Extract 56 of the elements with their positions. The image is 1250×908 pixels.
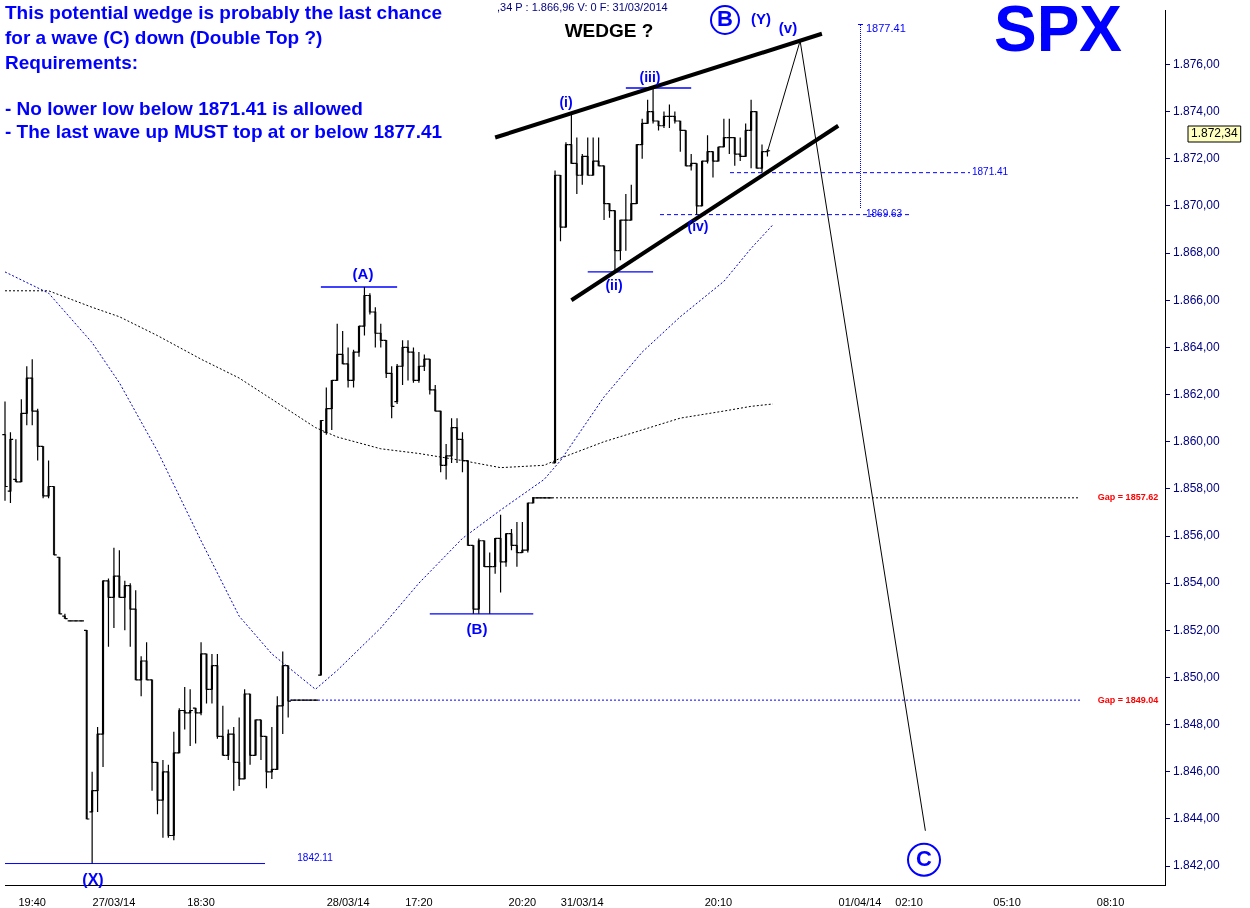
y-tick-label: 1.844,00	[1173, 811, 1221, 826]
y-tick-label: 1.842,00	[1173, 858, 1221, 873]
ref-line-label: 1871.41	[972, 166, 1009, 178]
annotation: for a wave (C) down (Double Top ?)	[5, 27, 323, 49]
ref-line-label: 1869.63	[866, 208, 903, 220]
x-tick-label: 27/03/14	[92, 895, 136, 908]
x-tick-label: 05:10	[993, 895, 1021, 908]
ref-line-label: Gap = 1849.04	[1097, 694, 1159, 705]
annotation: (Y)	[751, 10, 771, 28]
y-tick-label: 1.870,00	[1173, 198, 1221, 213]
annotation: (ii)	[605, 276, 623, 293]
y-tick-label: 1.858,00	[1173, 481, 1221, 496]
y-tick-label: 1.852,00	[1173, 622, 1221, 637]
y-tick-label: 1.868,00	[1173, 245, 1221, 260]
x-tick-label: 28/03/14	[326, 895, 370, 908]
y-tick-label: 1.856,00	[1173, 528, 1221, 543]
x-tick-label: 19:40	[18, 895, 46, 908]
y-tick-label: 1.866,00	[1173, 292, 1221, 307]
annotation: (iii)	[639, 68, 661, 85]
y-tick-label: 1.860,00	[1173, 434, 1221, 449]
y-tick-label: 1.846,00	[1173, 764, 1221, 779]
x-tick-label: 08:10	[1096, 895, 1125, 908]
annotation: - No lower low below 1871.41 is allowed	[5, 98, 363, 120]
annotation: Requirements:	[5, 52, 139, 74]
x-tick-label: 31/03/14	[560, 895, 604, 908]
annotation: B	[717, 6, 733, 32]
annotation: 1877.41	[866, 22, 906, 35]
annotation: (X)	[82, 870, 104, 888]
annotation: (v)	[778, 18, 798, 36]
chart-title: SPX	[993, 0, 1123, 65]
y-tick-label: 1.862,00	[1173, 386, 1221, 401]
ref-line-label: 1842.11	[297, 852, 334, 864]
annotation: - The last wave up MUST top at or below 1877.41	[5, 121, 443, 143]
annotation: (i)	[559, 93, 573, 110]
y-tick-label: 1.872,00	[1173, 151, 1221, 166]
annotation: This potential wedge is probably the last chance	[5, 2, 443, 24]
annotation: WEDGE ?	[564, 20, 654, 42]
y-tick-label: 1.874,00	[1173, 103, 1221, 118]
x-tick-label: 01/04/14	[838, 895, 882, 908]
annotation: (B)	[466, 619, 488, 637]
y-tick-label: 1.876,00	[1173, 56, 1221, 71]
x-tick-label: 17:20	[405, 895, 433, 908]
annotation: (A)	[352, 265, 374, 283]
y-tick-label: 1.848,00	[1173, 716, 1221, 731]
x-tick-label: 02:10	[895, 895, 923, 908]
x-tick-label: 18:30	[187, 895, 215, 908]
ref-line-label: Gap = 1857.62	[1097, 492, 1159, 503]
annotation: ,34 P : 1.866,96 V: 0 F: 31/03/2014	[497, 1, 668, 14]
y-tick-label: 1.864,00	[1173, 339, 1221, 354]
y-tick-label: 1.850,00	[1173, 669, 1221, 684]
text: 1.872,34	[1191, 126, 1239, 141]
annotation: C	[916, 845, 933, 871]
x-tick-label: 20:10	[704, 895, 733, 908]
y-tick-label: 1.854,00	[1173, 575, 1221, 590]
annotation: (iv)	[687, 218, 709, 235]
x-tick-label: 20:20	[508, 895, 537, 908]
